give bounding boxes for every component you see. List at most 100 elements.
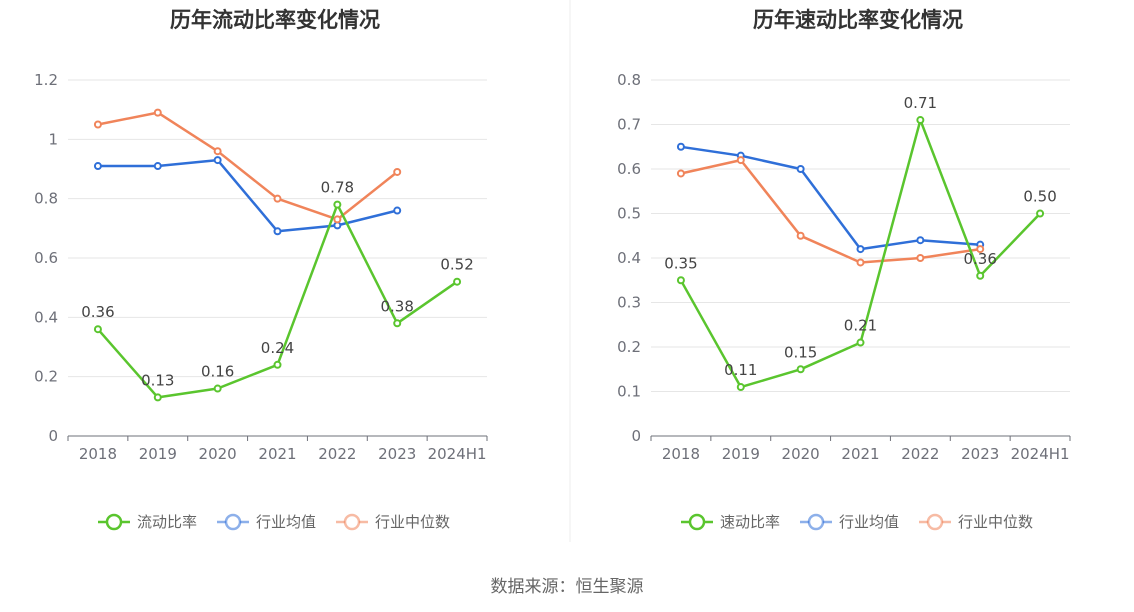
data-label: 0.13 bbox=[141, 371, 174, 389]
data-point bbox=[273, 194, 282, 203]
data-label: 0.15 bbox=[784, 343, 817, 361]
data-point bbox=[273, 227, 282, 236]
legend: 流动比率 行业均值 行业中位数 bbox=[98, 513, 450, 531]
series-industry-median bbox=[676, 156, 985, 267]
data-point bbox=[93, 162, 102, 171]
y-tick-label: 1.2 bbox=[34, 71, 58, 89]
x-tick-label: 2021 bbox=[841, 445, 879, 463]
chart-title: 历年速动比率变化情况 bbox=[753, 8, 963, 32]
quick-ratio-chart: 历年速动比率变化情况 0 0.1 0.2 0.3 0.4 0.5 0.6 0.7 0.8 201… bbox=[617, 8, 1071, 531]
data-source-footer: 数据来源：恒生聚源 bbox=[491, 577, 644, 597]
data-point bbox=[976, 271, 985, 280]
data-point bbox=[393, 206, 402, 215]
x-tick-label: 2024H1 bbox=[1011, 445, 1070, 463]
data-point bbox=[736, 156, 745, 165]
y-tick-label: 0.1 bbox=[617, 383, 641, 401]
data-point bbox=[736, 383, 745, 392]
data-label: 0.16 bbox=[201, 363, 234, 381]
data-point bbox=[856, 338, 865, 347]
legend-swatch-marker bbox=[807, 513, 825, 531]
legend-label: 行业均值 bbox=[839, 513, 899, 531]
y-tick-label: 0 bbox=[631, 427, 641, 445]
x-tick-label: 2022 bbox=[901, 445, 939, 463]
y-tick-label: 0.4 bbox=[34, 308, 58, 326]
legend-swatch-marker bbox=[224, 513, 242, 531]
data-point bbox=[153, 108, 162, 117]
data-label: 0.50 bbox=[1023, 188, 1056, 206]
y-tick-label: 0.2 bbox=[617, 338, 641, 356]
x-tick-label: 2023 bbox=[378, 445, 416, 463]
data-point bbox=[153, 162, 162, 171]
data-labels: 0.36 0.13 0.16 0.24 0.78 0.38 0.52 bbox=[81, 179, 474, 390]
legend-label: 流动比率 bbox=[137, 513, 197, 531]
legend-label: 行业中位数 bbox=[375, 513, 450, 531]
chart-title: 历年流动比率变化情况 bbox=[170, 8, 380, 32]
data-label: 0.38 bbox=[381, 297, 414, 315]
data-point bbox=[213, 147, 222, 156]
series-line bbox=[680, 158, 981, 264]
grid-lines bbox=[651, 79, 1070, 392]
series-industry-average bbox=[93, 156, 402, 236]
data-point bbox=[796, 165, 805, 173]
data-point bbox=[856, 245, 865, 254]
data-label: 0.36 bbox=[964, 250, 997, 268]
current-ratio-chart: 历年流动比率变化情况 0 0.2 0.4 0.6 0.8 1 1.2 2018 2019 202… bbox=[34, 8, 488, 531]
data-label: 0.21 bbox=[844, 317, 877, 335]
data-point bbox=[856, 258, 865, 267]
data-point bbox=[333, 215, 342, 224]
data-point bbox=[213, 156, 222, 165]
legend-swatch-marker bbox=[688, 513, 706, 531]
y-tick-label: 1 bbox=[48, 130, 58, 148]
y-tick-label: 0.3 bbox=[617, 294, 641, 312]
x-tick-label: 2021 bbox=[258, 445, 296, 463]
data-point bbox=[916, 236, 925, 245]
data-point bbox=[916, 254, 925, 262]
x-tick-label: 2019 bbox=[139, 445, 177, 463]
x-tick-label: 2024H1 bbox=[428, 445, 487, 463]
y-tick-label: 0.6 bbox=[34, 249, 58, 267]
legend-item: 流动比率 bbox=[98, 513, 197, 531]
data-point bbox=[676, 169, 685, 178]
x-tick-label: 2022 bbox=[318, 445, 356, 463]
x-axis: 2018 2019 2020 2021 2022 2023 2024H1 bbox=[67, 435, 488, 463]
data-label: 0.52 bbox=[440, 256, 473, 274]
data-point bbox=[796, 365, 805, 374]
data-point bbox=[393, 319, 402, 328]
data-point bbox=[916, 116, 925, 125]
y-axis-ticks: 0 0.1 0.2 0.3 0.4 0.5 0.6 0.7 0.8 bbox=[617, 71, 641, 445]
y-tick-label: 0.8 bbox=[34, 190, 58, 208]
series-industry-average bbox=[676, 142, 985, 254]
y-tick-label: 0.5 bbox=[617, 205, 641, 223]
data-point bbox=[93, 325, 102, 334]
data-point bbox=[453, 277, 462, 286]
legend-item: 行业均值 bbox=[217, 513, 316, 531]
data-label: 0.11 bbox=[724, 361, 757, 379]
data-labels: 0.35 0.11 0.15 0.21 0.71 0.36 0.50 bbox=[664, 94, 1057, 379]
data-point bbox=[213, 384, 222, 393]
series-lines bbox=[93, 108, 462, 402]
legend-item: 行业中位数 bbox=[336, 513, 450, 531]
y-tick-label: 0.6 bbox=[617, 160, 641, 178]
data-point bbox=[273, 360, 282, 369]
series-lines bbox=[676, 116, 1045, 392]
series-industry-median bbox=[93, 108, 402, 224]
y-tick-label: 0.2 bbox=[34, 368, 58, 386]
data-point bbox=[333, 200, 342, 209]
x-tick-label: 2023 bbox=[961, 445, 999, 463]
x-axis: 2018 2019 2020 2021 2022 2023 2024H1 bbox=[650, 435, 1071, 463]
data-point bbox=[153, 393, 162, 402]
legend-label: 行业均值 bbox=[256, 513, 316, 531]
y-tick-label: 0.7 bbox=[617, 116, 641, 134]
data-point bbox=[676, 276, 685, 285]
y-tick-label: 0.4 bbox=[617, 249, 641, 267]
legend-item: 行业均值 bbox=[800, 513, 899, 531]
y-tick-label: 0 bbox=[48, 427, 58, 445]
x-tick-label: 2020 bbox=[782, 445, 820, 463]
series-primary bbox=[676, 116, 1045, 392]
x-tick-label: 2018 bbox=[79, 445, 117, 463]
data-point bbox=[976, 245, 985, 254]
data-point bbox=[1036, 209, 1045, 218]
data-point bbox=[796, 231, 805, 240]
legend-swatch-marker bbox=[105, 513, 123, 531]
